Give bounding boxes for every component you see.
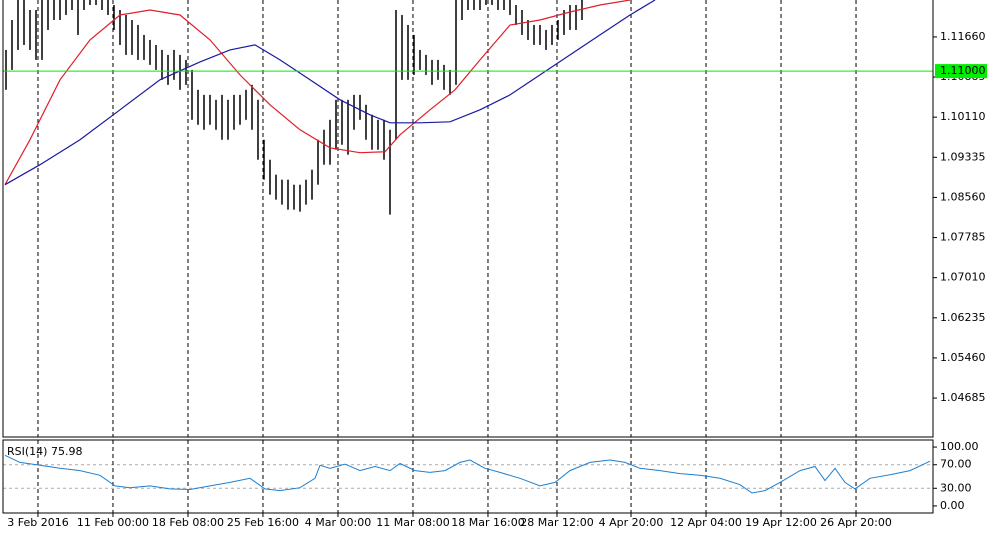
rsi-frame: [2, 439, 934, 514]
price-plot: [3, 0, 933, 437]
x-tick-label: 4 Mar 00:00: [305, 516, 371, 529]
moving-average: [4, 0, 631, 185]
y-tick-label: 1.07010: [940, 271, 986, 284]
y-tick-label: 30.00: [940, 481, 972, 494]
x-tick-label: 4 Apr 20:00: [599, 516, 664, 529]
x-tick-label: 18 Feb 08:00: [152, 516, 224, 529]
horizontal-line-label-box: [935, 64, 987, 79]
y-tick-label: 1.05460: [940, 351, 986, 364]
x-tick-label: 11 Feb 00:00: [77, 516, 149, 529]
y-tick-label: 1.07785: [940, 231, 986, 244]
x-tick-label: 18 Mar 16:00: [451, 516, 524, 529]
y-tick-label: 70.00: [940, 458, 972, 471]
axes: 1.124351.116601.108851.101101.093351.085…: [7, 0, 987, 529]
y-tick-label: 1.09335: [940, 150, 986, 163]
y-tick-label: 1.11660: [940, 30, 986, 43]
horizontal-line-label: 1.11000: [940, 64, 986, 77]
rsi-plot: [3, 440, 933, 513]
y-tick-label: 100.00: [940, 440, 979, 453]
rsi-line: [4, 454, 931, 494]
moving-average: [4, 0, 656, 186]
y-tick-label: 1.06235: [940, 311, 986, 324]
y-tick-label: 1.08560: [940, 190, 986, 203]
x-tick-label: 28 Mar 12:00: [520, 516, 593, 529]
x-tick-label: 12 Apr 04:00: [670, 516, 742, 529]
x-tick-label: 11 Mar 08:00: [376, 516, 449, 529]
x-tick-label: 19 Apr 12:00: [745, 516, 817, 529]
price-frame: [2, 0, 934, 438]
x-tick-label: 3 Feb 2016: [7, 516, 68, 529]
rsi-title: RSI(14) 75.98: [7, 445, 82, 458]
y-tick-label: 1.12435: [940, 0, 986, 3]
x-tick-label: 26 Apr 20:00: [820, 516, 892, 529]
y-tick-label: 1.04685: [940, 391, 986, 404]
y-tick-label: 1.10110: [940, 110, 986, 123]
x-tick-label: 25 Feb 16:00: [227, 516, 299, 529]
y-tick-label: 0.00: [940, 499, 965, 512]
